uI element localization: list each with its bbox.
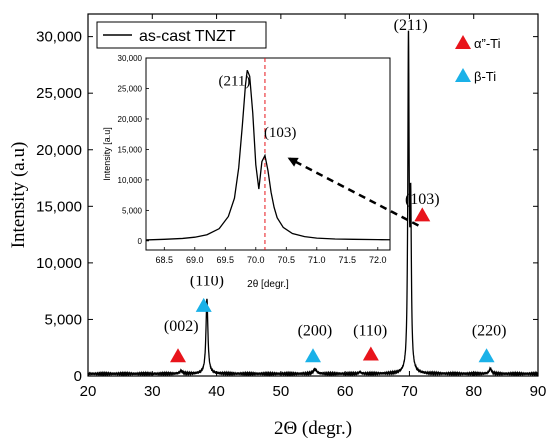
main-x-ticks: 20 30 40 50 60 70 80 90 bbox=[80, 14, 547, 400]
peak-annotation: (103) bbox=[405, 191, 440, 208]
inset-y-tick-label: 0 bbox=[138, 237, 143, 246]
main-x-tick-label: 40 bbox=[208, 383, 225, 400]
alpha-legend-triangle bbox=[455, 35, 471, 49]
inset-peak-annotation: (103) bbox=[264, 125, 297, 141]
main-plot-frame bbox=[87, 13, 539, 377]
phase-marker-triangle bbox=[305, 348, 321, 363]
inset-y-tick-label: 25,000 bbox=[118, 84, 143, 93]
main-y-tick-label: 25,000 bbox=[36, 85, 82, 102]
phase-marker-triangle bbox=[195, 297, 212, 312]
peak-annotation: (200) bbox=[298, 322, 333, 339]
phase-legend: α”-Ti β-Ti bbox=[455, 35, 501, 84]
inset-x-tick-label: 70.5 bbox=[278, 255, 296, 265]
peak-annotation: (220) bbox=[472, 322, 507, 339]
main-y-tick-label: 30,000 bbox=[36, 29, 82, 46]
inset-peak-annotation: (211) bbox=[218, 73, 250, 89]
inset-plot-frame bbox=[145, 57, 391, 251]
main-x-tick-label: 80 bbox=[465, 383, 482, 400]
main-x-tick-label: 90 bbox=[530, 383, 547, 400]
main-x-tick-label: 60 bbox=[337, 383, 354, 400]
main-y-tick-label: 10,000 bbox=[36, 255, 82, 272]
main-x-axis-label: 2Θ (degr.) bbox=[274, 418, 352, 439]
main-y-tick-label: 20,000 bbox=[36, 142, 82, 159]
inset-annotations: (211) (103) bbox=[218, 73, 296, 141]
main-y-axis-label: Intensity (a.u) bbox=[8, 142, 29, 249]
main-y-tick-label: 0 bbox=[74, 368, 82, 385]
alpha-legend-label: α”-Ti bbox=[474, 36, 501, 51]
peak-annotation: (002) bbox=[164, 318, 199, 335]
inset-y-tick-label: 15,000 bbox=[118, 145, 143, 154]
main-x-tick-label: 30 bbox=[144, 383, 161, 400]
main-y-tick-label: 5,000 bbox=[44, 311, 82, 328]
inset-y-axis-label: Intensity [a.u] bbox=[102, 127, 112, 181]
beta-legend-triangle bbox=[455, 68, 471, 82]
phase-marker-triangle bbox=[170, 348, 186, 363]
main-y-ticks: 0 5,000 10,000 15,000 20,000 25,000 30,000 bbox=[36, 29, 538, 385]
main-series-line bbox=[87, 30, 539, 377]
phase-marker-triangle bbox=[414, 207, 431, 222]
phase-marker-triangle bbox=[362, 346, 379, 361]
inset-background bbox=[100, 50, 392, 276]
phase-markers bbox=[170, 207, 495, 363]
inset-x-tick-label: 71.5 bbox=[339, 255, 357, 265]
inset-x-ticks: 68.5 69.0 69.5 70.0 70.5 71.0 71.5 72.0 bbox=[156, 247, 387, 265]
main-x-tick-label: 70 bbox=[401, 383, 418, 400]
inset-y-ticks: 0 5,000 10,000 15,000 20,000 25,000 30,000 bbox=[118, 54, 149, 246]
beta-legend-label: β-Ti bbox=[474, 69, 496, 84]
inset-x-tick-label: 69.0 bbox=[186, 255, 204, 265]
legend: as-cast TNZT bbox=[96, 21, 267, 49]
main-y-tick-label: 15,000 bbox=[36, 198, 82, 215]
inset-x-tick-label: 72.0 bbox=[369, 255, 387, 265]
dashed-arrow bbox=[287, 157, 420, 227]
inset-chart: 68.5 69.0 69.5 70.0 70.5 71.0 71.5 72.0 0 5,000 1… bbox=[100, 50, 392, 290]
main-x-tick-label: 20 bbox=[80, 383, 97, 400]
inset-x-tick-label: 69.5 bbox=[217, 255, 235, 265]
main-x-tick-label: 50 bbox=[273, 383, 290, 400]
peak-annotations: (002) (110) (200) (110) (211) (103) (220) bbox=[164, 17, 507, 339]
inset-x-axis-label: 2θ [degr.] bbox=[247, 279, 289, 290]
inset-x-tick-label: 70.0 bbox=[247, 255, 265, 265]
inset-x-tick-label: 71.0 bbox=[308, 255, 326, 265]
inset-series-line bbox=[145, 69, 391, 241]
inset-y-tick-label: 10,000 bbox=[118, 176, 143, 185]
inset-x-tick-label: 68.5 bbox=[156, 255, 174, 265]
peak-annotation: (110) bbox=[353, 322, 387, 339]
inset-y-tick-label: 5,000 bbox=[122, 206, 143, 215]
peak-annotation: (110) bbox=[190, 273, 224, 290]
phase-marker-triangle bbox=[478, 348, 495, 363]
inset-y-tick-label: 30,000 bbox=[118, 54, 143, 63]
inset-y-tick-label: 20,000 bbox=[118, 115, 143, 124]
legend-series-label: as-cast TNZT bbox=[139, 28, 236, 45]
peak-annotation: (211) bbox=[394, 17, 428, 34]
